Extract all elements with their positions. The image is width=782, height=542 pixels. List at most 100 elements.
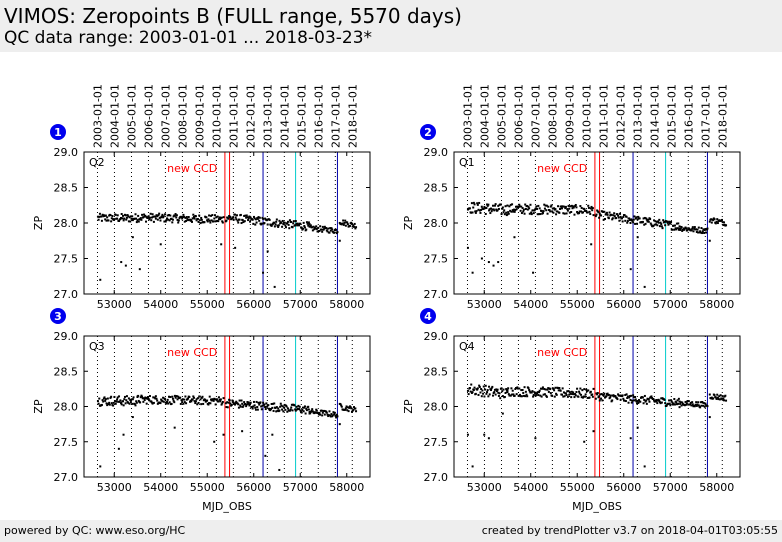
data-point bbox=[466, 433, 469, 436]
data-point bbox=[182, 402, 185, 405]
data-point bbox=[118, 400, 121, 403]
data-point bbox=[579, 387, 582, 390]
data-point bbox=[528, 207, 531, 210]
data-point bbox=[490, 389, 493, 392]
new-ccd-annotation: new CCD bbox=[167, 346, 217, 359]
data-point bbox=[537, 394, 540, 397]
data-point bbox=[262, 217, 265, 220]
data-point bbox=[353, 406, 356, 409]
data-point bbox=[220, 243, 223, 246]
data-point bbox=[307, 221, 310, 224]
data-point bbox=[578, 390, 581, 393]
data-point bbox=[523, 386, 526, 389]
data-point bbox=[675, 222, 678, 225]
data-point bbox=[302, 221, 305, 224]
data-point bbox=[482, 385, 485, 388]
x-tick-label: 57000 bbox=[653, 298, 688, 311]
data-point bbox=[497, 391, 500, 394]
data-point bbox=[267, 404, 270, 407]
data-point bbox=[201, 395, 204, 398]
data-point bbox=[130, 217, 133, 220]
data-point bbox=[240, 222, 243, 225]
data-point bbox=[353, 225, 356, 228]
data-point bbox=[497, 394, 500, 397]
data-point bbox=[266, 219, 269, 222]
data-point bbox=[107, 403, 110, 406]
data-point bbox=[249, 403, 252, 406]
data-point bbox=[509, 209, 512, 212]
data-point bbox=[194, 400, 197, 403]
data-point bbox=[256, 408, 259, 411]
y-tick-label: 28.5 bbox=[54, 182, 79, 195]
y-tick-label: 27.0 bbox=[424, 471, 449, 484]
data-point bbox=[549, 388, 552, 391]
data-point bbox=[274, 407, 277, 410]
data-point bbox=[480, 257, 483, 260]
data-point bbox=[288, 409, 291, 412]
data-point bbox=[636, 400, 639, 403]
data-point bbox=[350, 410, 353, 413]
data-point bbox=[158, 216, 161, 219]
data-point bbox=[519, 395, 522, 398]
data-point bbox=[690, 229, 693, 232]
y-tick-label: 27.5 bbox=[424, 253, 449, 266]
data-point bbox=[479, 211, 482, 214]
data-point bbox=[545, 395, 548, 398]
data-point bbox=[213, 217, 216, 220]
data-point bbox=[697, 401, 700, 404]
data-point bbox=[145, 397, 148, 400]
data-point bbox=[574, 393, 577, 396]
data-point bbox=[193, 217, 196, 220]
data-point bbox=[712, 219, 715, 222]
data-point bbox=[619, 398, 622, 401]
data-point bbox=[608, 211, 611, 214]
data-point bbox=[139, 401, 142, 404]
data-point bbox=[256, 406, 259, 409]
data-point bbox=[528, 212, 531, 215]
data-point bbox=[493, 209, 496, 212]
y-tick-label: 28.5 bbox=[424, 182, 449, 195]
data-point bbox=[670, 400, 673, 403]
data-point bbox=[658, 218, 661, 221]
data-point bbox=[662, 219, 665, 222]
data-point bbox=[677, 397, 680, 400]
data-point bbox=[331, 228, 334, 231]
data-point bbox=[177, 395, 180, 398]
data-point bbox=[254, 408, 257, 411]
data-point bbox=[568, 207, 571, 210]
data-point bbox=[695, 230, 698, 233]
data-point bbox=[145, 402, 148, 405]
data-point bbox=[633, 399, 636, 402]
data-point bbox=[149, 212, 152, 215]
data-point bbox=[499, 397, 502, 400]
data-point bbox=[502, 211, 505, 214]
data-point bbox=[332, 411, 335, 414]
data-point bbox=[291, 226, 294, 229]
data-point bbox=[302, 406, 305, 409]
data-point bbox=[179, 396, 182, 399]
data-point bbox=[251, 218, 254, 221]
data-point bbox=[190, 400, 193, 403]
data-point bbox=[317, 411, 320, 414]
data-point bbox=[171, 221, 174, 224]
data-point bbox=[141, 395, 144, 398]
data-point bbox=[248, 215, 251, 218]
data-point bbox=[229, 402, 232, 405]
data-point bbox=[656, 402, 659, 405]
date-tick-label: 2015-01-01 bbox=[665, 84, 678, 148]
data-point bbox=[653, 400, 656, 403]
data-point bbox=[500, 387, 503, 390]
data-point bbox=[243, 220, 246, 223]
data-point bbox=[697, 226, 700, 229]
data-point bbox=[680, 225, 683, 228]
data-point bbox=[303, 405, 306, 408]
data-point bbox=[134, 404, 137, 407]
data-point bbox=[238, 399, 241, 402]
data-point bbox=[344, 407, 347, 410]
data-point bbox=[637, 399, 640, 402]
data-point bbox=[256, 217, 259, 220]
data-point bbox=[680, 404, 683, 407]
data-point bbox=[572, 391, 575, 394]
data-point bbox=[578, 392, 581, 395]
